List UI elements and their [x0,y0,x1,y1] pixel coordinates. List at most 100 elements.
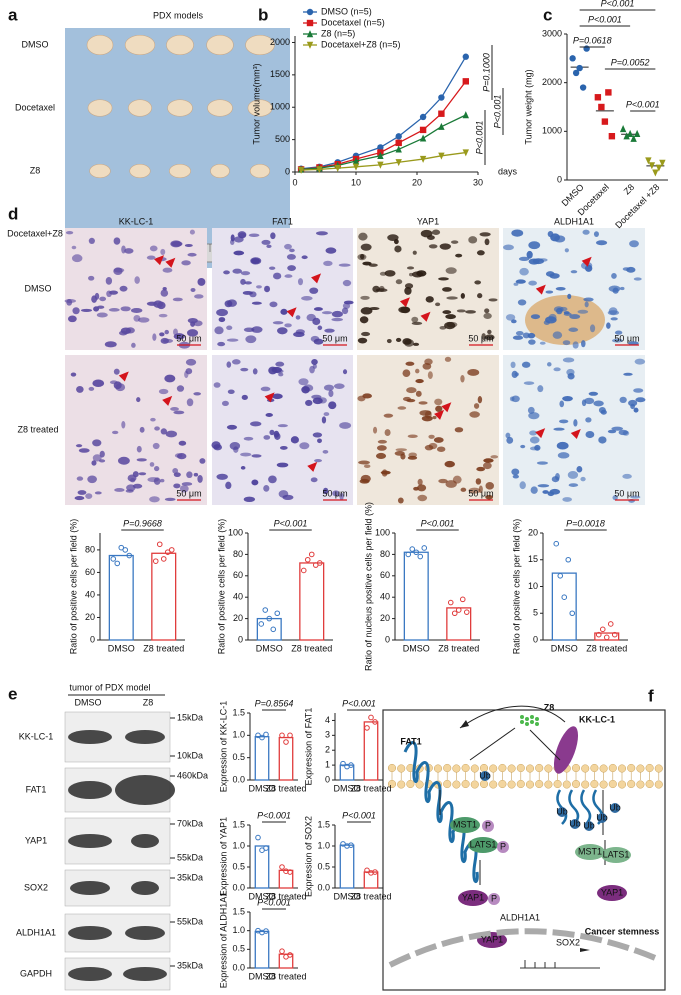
nucleus [510,361,516,369]
annotation: P<0.001 [257,810,291,820]
kklc1 [553,726,579,774]
data-point [270,626,277,633]
marker [419,155,427,163]
nucleus [633,277,642,281]
z8-atom [520,715,524,719]
data-point [164,549,171,555]
nucleus [321,416,327,424]
nucleus [435,302,441,307]
nucleus [360,253,365,260]
nucleus [576,466,583,473]
nucleus [583,297,594,302]
ub-chain [568,789,580,825]
nucleus [505,314,516,321]
nucleus [244,281,252,285]
nucleus [305,399,313,406]
nucleus [278,490,289,498]
lipid [617,780,627,789]
panel-label: e [8,684,17,703]
diagram-label: P [485,820,491,830]
column-label: YAP1 [417,216,439,226]
nucleus [515,330,524,336]
tumor [166,34,194,56]
blot-label: SOX2 [24,882,48,892]
nucleus [260,386,271,392]
nucleus [557,452,570,459]
nucleus [511,395,520,403]
nucleus [77,490,87,495]
marker [419,113,427,121]
y-tick-label: 3 [325,730,330,740]
nucleus [536,461,549,465]
y-tick-label: 1.5 [232,707,245,717]
data-point [255,732,261,739]
nucleus [278,372,284,377]
y-tick-label: 5 [533,608,538,618]
x-tick-label: DMSO [403,643,430,653]
tumor [167,99,193,117]
nucleus [408,452,417,458]
row-label: Docetaxel [15,102,55,112]
ub-tag [557,807,567,817]
annotation: P=0.1000 [481,53,491,92]
nucleus [619,396,627,404]
nucleus [284,274,293,278]
nucleus [481,333,486,340]
nucleus [633,407,639,413]
nucleus [511,319,517,324]
kda-label: 35kDa [177,872,203,882]
nucleus [611,338,623,343]
nucleus [186,329,199,337]
data-point [279,948,285,955]
z8-atom [520,720,524,724]
scale-bar-label: 50 μm [176,488,201,498]
nucleus [88,275,95,281]
bar [151,552,177,641]
nucleus [476,250,485,256]
nucleus [226,338,239,342]
nucleus [197,475,203,483]
lipid [654,780,663,789]
nucleus [442,287,452,292]
bar [363,721,379,781]
nucleus [213,444,223,451]
nucleus [415,379,424,384]
nucleus [593,231,599,238]
nucleus [113,368,120,375]
lipid [498,763,507,773]
nucleus [91,460,97,466]
nucleus [503,244,514,251]
nucleus [485,495,493,500]
lipid [525,780,535,789]
tumor [210,163,230,179]
lipid [452,764,461,773]
data-point [262,607,269,613]
nucleus [634,358,646,365]
data-point [340,760,346,767]
legend-label: DMSO (n=5) [321,6,372,16]
nucleus [186,471,193,479]
scale-bar-label: 50 μm [614,488,639,498]
nucleus [248,233,260,238]
data-point [114,560,121,567]
nucleus [284,243,292,250]
lipid [544,780,553,789]
row-label: DMSO [22,39,49,49]
kda-label: 70kDa [177,818,203,828]
nucleus [233,446,239,453]
nucleus [359,478,370,484]
nucleus [468,236,478,244]
y-tick-label: 1.0 [232,925,245,935]
panel-label: a [8,5,18,24]
nucleus [427,371,433,380]
arrowhead [570,428,581,439]
lipid [406,779,415,789]
nucleus [545,290,554,294]
nucleus [362,393,372,399]
marker [438,110,445,117]
series-line [301,114,467,171]
annotation: P<0.001 [626,99,660,109]
arrowhead [535,284,546,295]
nucleus [635,397,646,403]
